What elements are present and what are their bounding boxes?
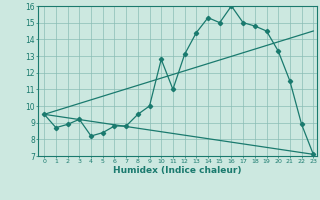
X-axis label: Humidex (Indice chaleur): Humidex (Indice chaleur): [113, 166, 242, 175]
